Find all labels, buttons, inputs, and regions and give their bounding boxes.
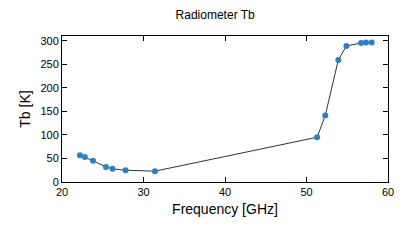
svg-text:Frequency [GHz]: Frequency [GHz] [172, 201, 278, 217]
svg-text:60: 60 [382, 186, 394, 198]
svg-text:Tb [K]: Tb [K] [17, 90, 33, 127]
svg-text:40: 40 [219, 186, 231, 198]
svg-text:50: 50 [300, 186, 312, 198]
svg-text:0: 0 [53, 176, 59, 188]
svg-text:Radiometer Tb: Radiometer Tb [176, 8, 255, 22]
svg-text:250: 250 [40, 58, 58, 70]
svg-text:150: 150 [40, 105, 58, 117]
svg-text:50: 50 [47, 152, 59, 164]
svg-text:100: 100 [40, 129, 58, 141]
svg-text:20: 20 [56, 186, 68, 198]
svg-text:200: 200 [40, 82, 58, 94]
svg-text:30: 30 [137, 186, 149, 198]
svg-text:300: 300 [40, 35, 58, 47]
